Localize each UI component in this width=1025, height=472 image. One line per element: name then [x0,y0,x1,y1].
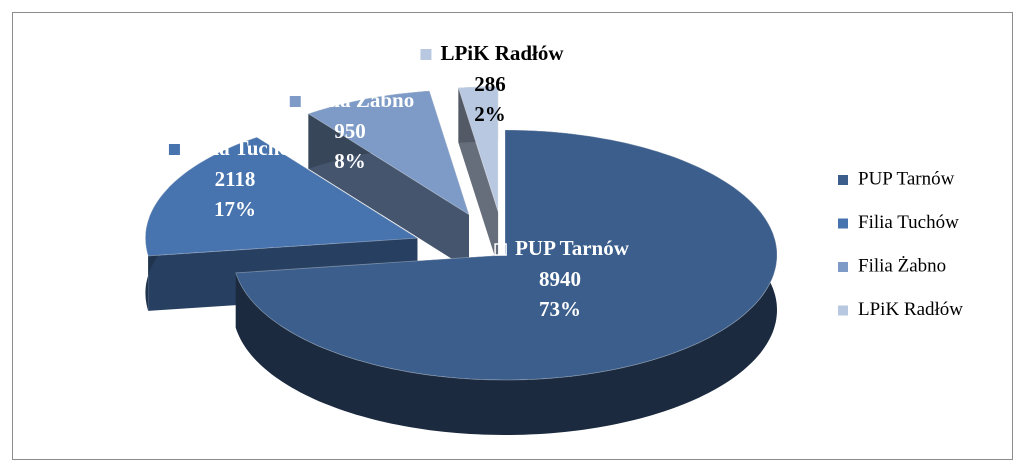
data-label-value: 8940 [539,267,581,291]
legend-label: PUP Tarnów [858,168,955,189]
legend-label: Filia Żabno [858,255,946,276]
legend-label: Filia Tuchów [858,212,959,233]
slice [307,90,470,270]
label-marker [289,96,301,107]
label-marker [168,144,180,155]
legend-marker [838,175,848,185]
data-label-percent: 73% [539,297,581,321]
data-label-name: LPiK Radłów [440,41,564,65]
data-label-percent: 17% [214,197,256,221]
legend-marker [838,305,848,316]
legend-marker [838,262,848,272]
data-label-value: 2118 [215,167,256,191]
slice [307,90,470,216]
legend-label: LPiK Radłów [858,299,963,320]
label-marker [420,49,432,60]
data-label-value: 286 [474,72,506,96]
data-label-percent: 2% [474,102,506,126]
data-label-value: 950 [334,119,366,143]
label-marker [494,243,507,256]
data-label-name: PUP Tarnów [515,236,630,260]
slice [144,136,419,257]
legend-marker [838,218,848,229]
slice [457,86,499,267]
data-label-name: Filia Żabno [310,88,414,112]
data-label-name: Filia Tuchów [189,136,306,160]
data-label-percent: 8% [334,149,366,173]
slice [457,86,499,212]
